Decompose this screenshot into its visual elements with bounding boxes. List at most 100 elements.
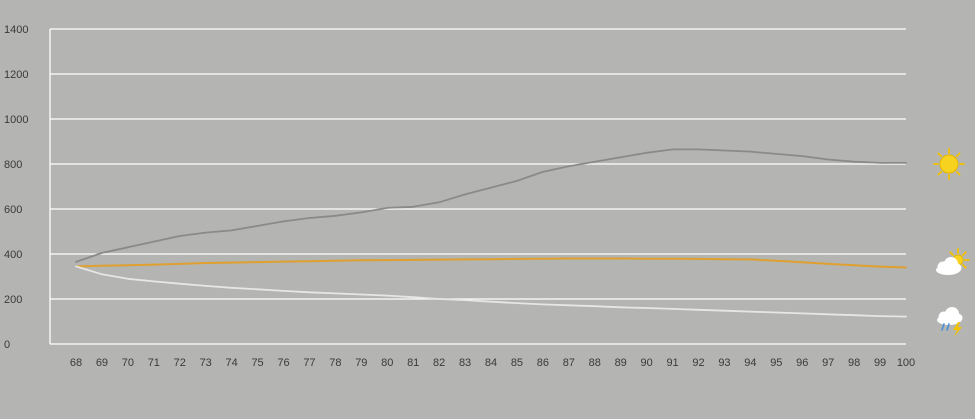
data-point (101, 273, 103, 276)
data-point (282, 220, 285, 223)
data-point (541, 170, 544, 173)
y-tick-label: 1000 (4, 114, 28, 126)
data-point (152, 240, 155, 243)
series-line-3 (75, 265, 907, 318)
data-point (308, 291, 311, 294)
data-point (75, 260, 77, 263)
series-line-1 (75, 148, 906, 263)
data-point (775, 152, 778, 155)
data-point (671, 308, 674, 310)
data-point (801, 312, 804, 315)
data-point (204, 262, 207, 264)
data-point (749, 258, 752, 261)
data-point (541, 257, 544, 260)
data-point (567, 304, 570, 307)
data-point (516, 302, 518, 304)
x-tick-label: 78 (329, 357, 341, 369)
data-point (905, 315, 907, 318)
data-point (256, 261, 259, 263)
x-tick-label: 99 (874, 357, 886, 369)
data-point (801, 261, 804, 264)
data-point (282, 290, 285, 292)
x-tick-label: 73 (200, 357, 212, 369)
data-point (412, 258, 415, 261)
data-point (697, 308, 700, 311)
y-tick-label: 600 (4, 204, 22, 216)
data-point (879, 265, 881, 268)
data-point (308, 217, 311, 219)
x-tick-label: 94 (744, 357, 756, 369)
data-point (256, 288, 259, 291)
x-tick-label: 91 (666, 357, 678, 369)
y-tick-label: 1200 (4, 69, 28, 81)
y-tick-label: 1400 (4, 24, 28, 36)
data-point (360, 293, 363, 296)
data-point (438, 258, 441, 261)
data-point (334, 259, 337, 262)
data-point (230, 229, 233, 232)
data-point (671, 148, 674, 151)
data-point (126, 246, 129, 249)
data-point (516, 179, 518, 182)
gridlines (50, 28, 906, 300)
data-point (360, 259, 363, 262)
x-tick-label: 80 (381, 357, 393, 369)
data-point (775, 259, 778, 262)
x-tick-label: 90 (641, 357, 653, 369)
data-point (671, 257, 674, 260)
data-point (853, 314, 856, 317)
data-point (619, 257, 622, 260)
weather-icons (933, 148, 970, 337)
x-tick-label: 69 (96, 357, 108, 369)
data-point (645, 257, 648, 260)
data-point (879, 161, 881, 164)
data-point (723, 309, 726, 312)
partly-cloudy-icon (936, 248, 970, 275)
x-tick-label: 83 (459, 357, 471, 369)
x-tick-label: 75 (251, 357, 263, 369)
x-axis: 68 69 70 71 72 73 74 75 76 77 78 79 80 81 82 83 84 85 86 87… (50, 343, 915, 369)
data-point (619, 306, 622, 309)
x-tick-label: 79 (355, 357, 367, 369)
data-point (230, 261, 233, 264)
data-point (749, 310, 752, 313)
data-point (178, 263, 181, 265)
data-point (230, 286, 233, 289)
data-point (334, 214, 337, 217)
y-tick-label: 0 (4, 339, 10, 351)
data-point (386, 294, 389, 297)
data-point (593, 257, 596, 260)
data-point (827, 313, 830, 316)
data-point (308, 260, 311, 263)
data-point (412, 205, 415, 208)
data-point (178, 235, 181, 237)
data-point (126, 264, 129, 267)
data-point (723, 149, 726, 152)
data-point (204, 285, 207, 287)
data-point (645, 151, 648, 154)
data-point (801, 155, 804, 158)
data-point (567, 257, 570, 260)
x-tick-label: 70 (122, 357, 134, 369)
data-point (490, 186, 492, 189)
data-point (490, 300, 492, 303)
x-tick-label: 93 (718, 357, 730, 369)
data-point (334, 292, 337, 295)
data-point (697, 258, 700, 260)
data-point (101, 264, 103, 267)
x-tick-label: 89 (615, 357, 627, 369)
data-point (879, 315, 881, 317)
data-point (853, 160, 856, 163)
data-point (438, 201, 441, 204)
data-point (360, 211, 363, 214)
x-tick-label: 96 (796, 357, 808, 369)
data-point (516, 258, 518, 260)
data-point (464, 258, 466, 261)
x-tick-label: 88 (589, 357, 601, 369)
x-tick-label: 97 (822, 357, 834, 369)
data-point (593, 305, 596, 308)
data-point (386, 206, 389, 209)
data-point (464, 193, 466, 196)
data-point (412, 296, 415, 299)
